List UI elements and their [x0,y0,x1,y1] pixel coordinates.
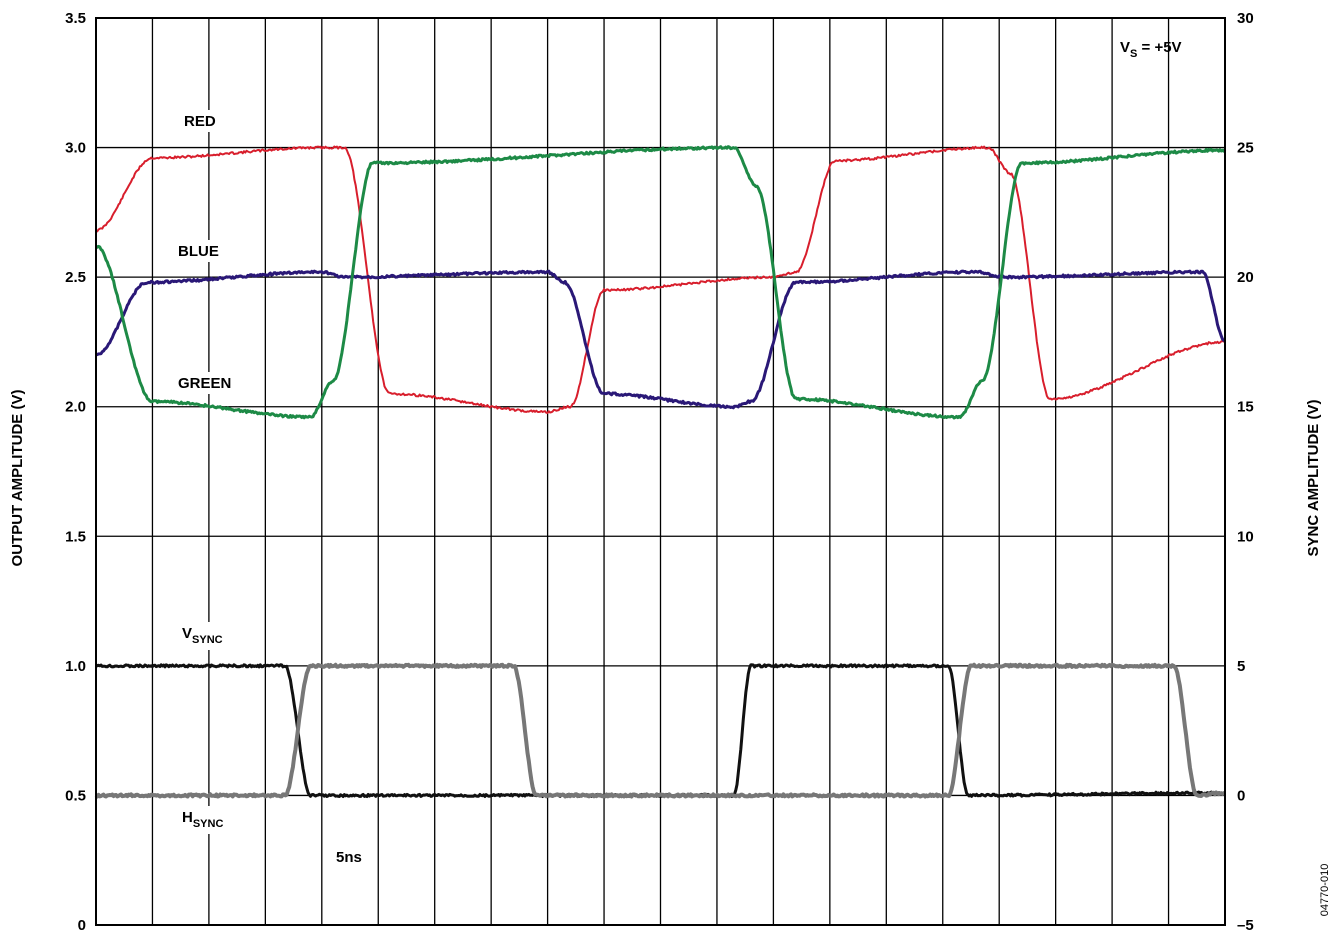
supply-annotation: VS = +5V [1120,39,1182,60]
series-layer [94,145,1227,799]
red-label-bg [182,110,226,132]
right-axis-ticks: –5 0 5 10 15 20 25 30 [1237,10,1254,933]
left-axis-ticks: 0 0.5 1.0 1.5 2.0 2.5 3.0 3.5 [65,10,86,933]
timebase-label: 5ns [336,849,362,866]
left-tick-label: 0 [78,917,86,933]
left-tick-label: 2.0 [65,399,86,416]
series-red-line [95,145,1226,414]
series-blue-line [95,269,1226,410]
hsync-label-bg [180,806,242,834]
blue-label-bg [176,240,232,262]
right-tick-label: 5 [1237,658,1245,675]
green-label-bg [176,372,246,394]
blue-label: BLUE [178,243,219,260]
grid [96,18,1225,925]
red-label: RED [184,113,216,130]
green-label: GREEN [178,375,231,392]
left-tick-label: 1.0 [65,658,86,675]
left-axis-title: OUTPUT AMPLITUDE (V) [9,390,26,567]
timebase-label-bg [334,846,374,868]
left-tick-label: 2.5 [65,269,86,286]
right-tick-label: 20 [1237,269,1254,286]
right-tick-label: –5 [1237,917,1254,933]
left-tick-label: 3.0 [65,140,86,157]
left-tick-label: 3.5 [65,10,86,27]
right-tick-label: 25 [1237,140,1254,157]
right-tick-label: 15 [1237,399,1254,416]
series-hsync-line [94,662,1226,799]
left-tick-label: 1.5 [65,528,86,545]
right-tick-label: 30 [1237,10,1254,27]
right-tick-label: 0 [1237,787,1245,804]
right-axis-title: SYNC AMPLITUDE (V) [1305,400,1322,557]
figure-id: 04770-010 [1319,864,1331,917]
series-green-line [95,145,1227,420]
plot-frame [95,17,1226,926]
right-tick-label: 10 [1237,528,1254,545]
left-tick-label: 0.5 [65,787,86,804]
vsync-label-bg [180,622,242,650]
hsync-label: HSYNC [182,809,223,830]
vsync-label: VSYNC [182,625,223,646]
